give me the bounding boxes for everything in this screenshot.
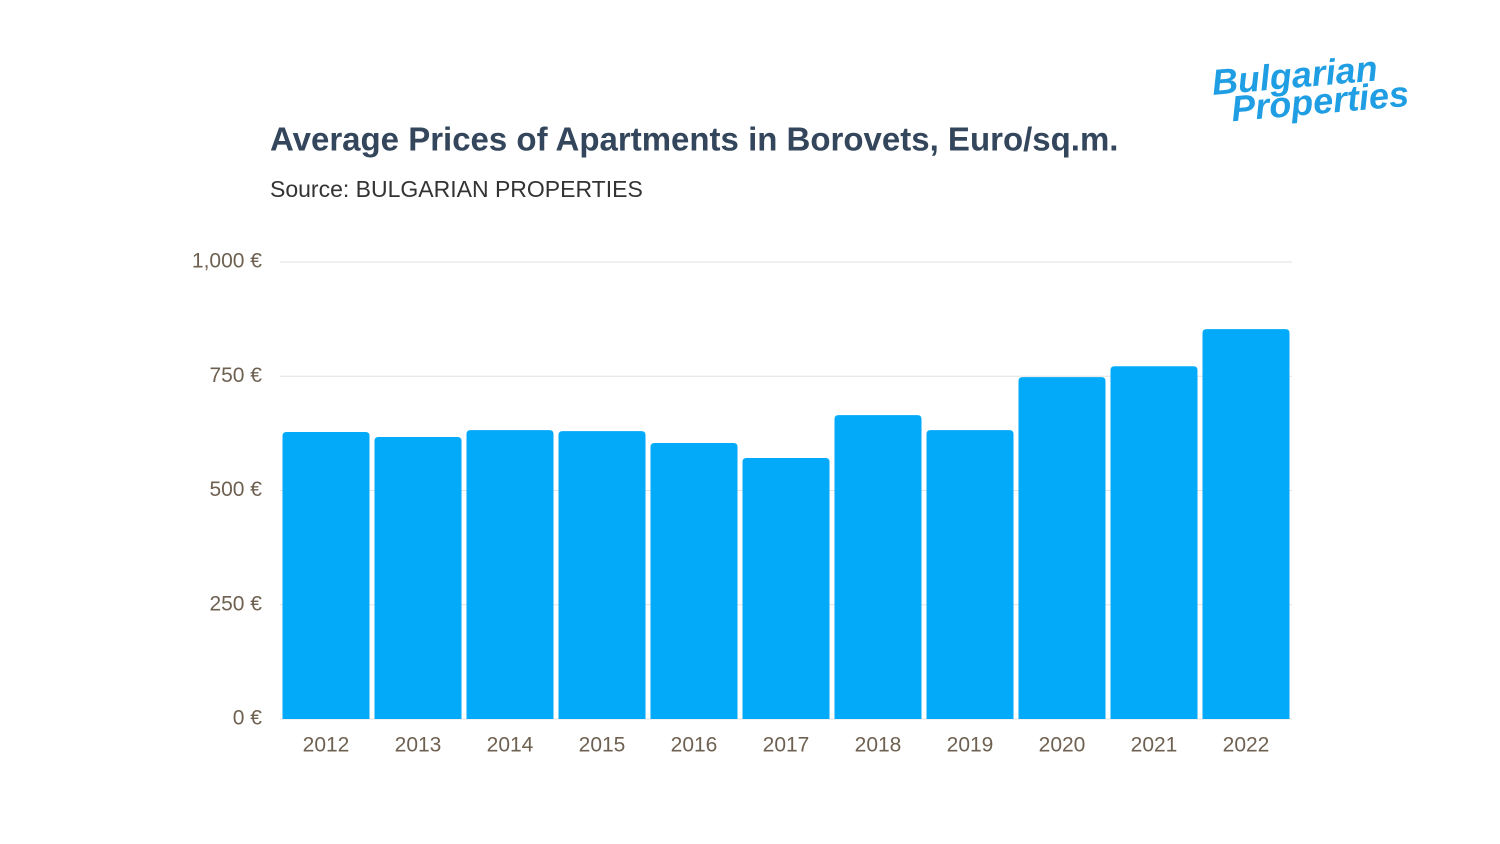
x-tick-label: 2014 xyxy=(487,734,534,757)
logo: Bulgarian Properties xyxy=(1210,48,1410,130)
bar xyxy=(466,430,554,719)
x-tick-label: 2016 xyxy=(671,734,718,757)
bar xyxy=(926,430,1014,719)
bar xyxy=(650,442,738,719)
bar xyxy=(742,458,830,719)
y-tick-label: 1,000 € xyxy=(192,250,262,273)
x-tick-label: 2017 xyxy=(763,734,810,757)
y-tick-label: 0 € xyxy=(233,707,263,730)
bar xyxy=(282,432,370,719)
x-tick-label: 2012 xyxy=(303,734,350,757)
chart-subtitle: Source: BULGARIAN PROPERTIES xyxy=(270,176,643,202)
x-tick-label: 2015 xyxy=(579,734,626,757)
bar xyxy=(1018,377,1106,719)
y-tick-label: 500 € xyxy=(209,478,262,501)
y-tick-label: 750 € xyxy=(209,364,262,387)
x-tick-label: 2022 xyxy=(1223,734,1270,757)
bar xyxy=(374,437,462,719)
y-tick-label: 250 € xyxy=(209,592,262,615)
chart-title: Average Prices of Apartments in Borovets… xyxy=(270,121,1118,158)
x-tick-label: 2018 xyxy=(855,734,902,757)
x-tick-label: 2021 xyxy=(1131,734,1178,757)
x-tick-label: 2020 xyxy=(1039,734,1086,757)
bar xyxy=(834,415,922,719)
x-tick-label: 2019 xyxy=(947,734,994,757)
bar xyxy=(1202,329,1290,719)
bar xyxy=(1110,366,1198,719)
bar xyxy=(558,431,646,719)
x-tick-label: 2013 xyxy=(395,734,442,757)
